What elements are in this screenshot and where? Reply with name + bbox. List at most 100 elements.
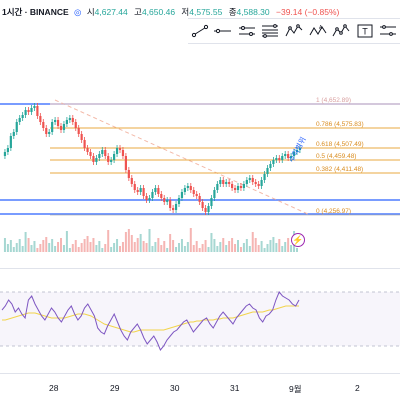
candle-body bbox=[142, 188, 145, 196]
volume-bar bbox=[207, 247, 210, 252]
volume-bar bbox=[204, 240, 207, 252]
volume-bar bbox=[254, 238, 257, 252]
candle-body bbox=[204, 208, 207, 212]
volume-bar bbox=[127, 229, 130, 252]
elliott-wave-tool[interactable] bbox=[330, 22, 352, 40]
volume-bar bbox=[263, 248, 266, 252]
horizontal-ray-tool[interactable] bbox=[212, 22, 234, 40]
volume-bar bbox=[3, 238, 6, 252]
eye-icon[interactable]: ◎ bbox=[74, 7, 82, 17]
candle-body bbox=[189, 186, 192, 190]
volume-bar bbox=[133, 242, 136, 252]
candle-body bbox=[48, 132, 51, 134]
volume-bar bbox=[266, 244, 269, 252]
candle-body bbox=[80, 134, 83, 140]
volume-bars bbox=[3, 228, 298, 252]
candle-body bbox=[124, 156, 127, 170]
pane-divider[interactable] bbox=[0, 268, 400, 269]
trend-line-icon bbox=[191, 24, 208, 38]
volume-bar bbox=[287, 238, 290, 252]
pattern-tool[interactable]: A bbox=[307, 22, 329, 40]
volume-bar bbox=[234, 244, 237, 252]
fib-level-label: 0.382 (4,411.48) bbox=[316, 166, 363, 173]
volume-bar bbox=[57, 242, 60, 252]
volume-bar bbox=[213, 239, 216, 252]
candle-body bbox=[33, 106, 36, 108]
candle-body bbox=[62, 124, 66, 130]
volume-bar bbox=[157, 238, 160, 252]
trend-line-tool[interactable] bbox=[189, 22, 211, 40]
candle-body bbox=[263, 174, 266, 180]
candle-body bbox=[27, 110, 30, 112]
candle-body bbox=[68, 118, 71, 120]
volume-bar bbox=[101, 248, 104, 252]
candle-body bbox=[133, 184, 136, 190]
volume-bar bbox=[178, 243, 180, 252]
volume-bar bbox=[21, 246, 24, 252]
volume-bar bbox=[257, 245, 260, 252]
volume-bar bbox=[9, 240, 12, 252]
parallel-channel-icon bbox=[238, 26, 255, 36]
volume-bar bbox=[216, 246, 219, 252]
volume-bar bbox=[24, 232, 27, 252]
close-value: 4,588.30 bbox=[236, 7, 270, 17]
candle-body bbox=[219, 180, 222, 184]
volume-bar bbox=[12, 247, 15, 252]
fib-retracement-icon bbox=[262, 24, 279, 38]
volume-bar bbox=[231, 238, 234, 252]
pitchfork-tool[interactable] bbox=[283, 22, 305, 40]
volume-bar bbox=[71, 244, 74, 252]
volume-bar bbox=[62, 245, 65, 252]
time-axis-divider bbox=[0, 373, 400, 374]
change-value: −39.14 (−0.85%) bbox=[276, 7, 340, 17]
volume-bar bbox=[272, 237, 275, 252]
volume-bar bbox=[198, 248, 201, 252]
candle-body bbox=[56, 120, 60, 126]
candle-body bbox=[177, 198, 181, 204]
volume-bar bbox=[260, 241, 263, 252]
candle-body bbox=[21, 115, 24, 118]
candle-body bbox=[30, 108, 33, 112]
volume-bar bbox=[30, 245, 33, 252]
volume-bar bbox=[269, 240, 272, 252]
volume-bar bbox=[172, 240, 175, 252]
candle-body bbox=[192, 190, 195, 194]
price-chart[interactable]: 1 (4,652.89) 0.786 (4,575.83) 0.618 (4,507… bbox=[0, 60, 400, 255]
volume-bar bbox=[80, 243, 83, 252]
parallel-channel-tool[interactable] bbox=[236, 22, 258, 40]
fib-retracement-tool[interactable] bbox=[259, 22, 281, 40]
volume-bar bbox=[228, 241, 231, 252]
fib-level-label: 0 (4,256.97) bbox=[316, 208, 351, 215]
candle-body bbox=[195, 194, 198, 196]
rsi-indicator[interactable] bbox=[0, 270, 400, 370]
path-tool[interactable] bbox=[377, 22, 399, 40]
candle-body bbox=[201, 202, 204, 208]
volume-bar bbox=[124, 232, 127, 252]
volume-bar bbox=[39, 244, 42, 252]
alert-icon[interactable]: ⚡ bbox=[291, 233, 305, 247]
candle-body bbox=[110, 160, 113, 162]
volume-bar bbox=[74, 240, 77, 252]
volume-bar bbox=[290, 245, 293, 252]
candle-body bbox=[24, 110, 27, 115]
volume-bar bbox=[245, 239, 248, 252]
fib-level-label: 0.786 (4,575.83) bbox=[316, 121, 364, 128]
candle-body bbox=[115, 148, 119, 154]
volume-bar bbox=[139, 234, 142, 252]
volume-bar bbox=[296, 248, 298, 252]
volume-bar bbox=[142, 241, 145, 252]
candle-body bbox=[295, 150, 299, 152]
candle-body bbox=[18, 118, 21, 122]
candle-body bbox=[284, 154, 287, 156]
descending-trend-line[interactable] bbox=[54, 99, 311, 216]
volume-bar bbox=[169, 234, 172, 252]
candle-body bbox=[148, 198, 151, 200]
candle-body bbox=[15, 122, 18, 132]
candle-body bbox=[225, 182, 228, 184]
candle-body bbox=[42, 122, 45, 128]
text-tool[interactable]: T bbox=[354, 22, 376, 40]
candle-body bbox=[210, 198, 213, 206]
pitchfork-icon bbox=[285, 24, 303, 37]
candle-body bbox=[287, 154, 290, 158]
candle-body bbox=[86, 148, 89, 152]
